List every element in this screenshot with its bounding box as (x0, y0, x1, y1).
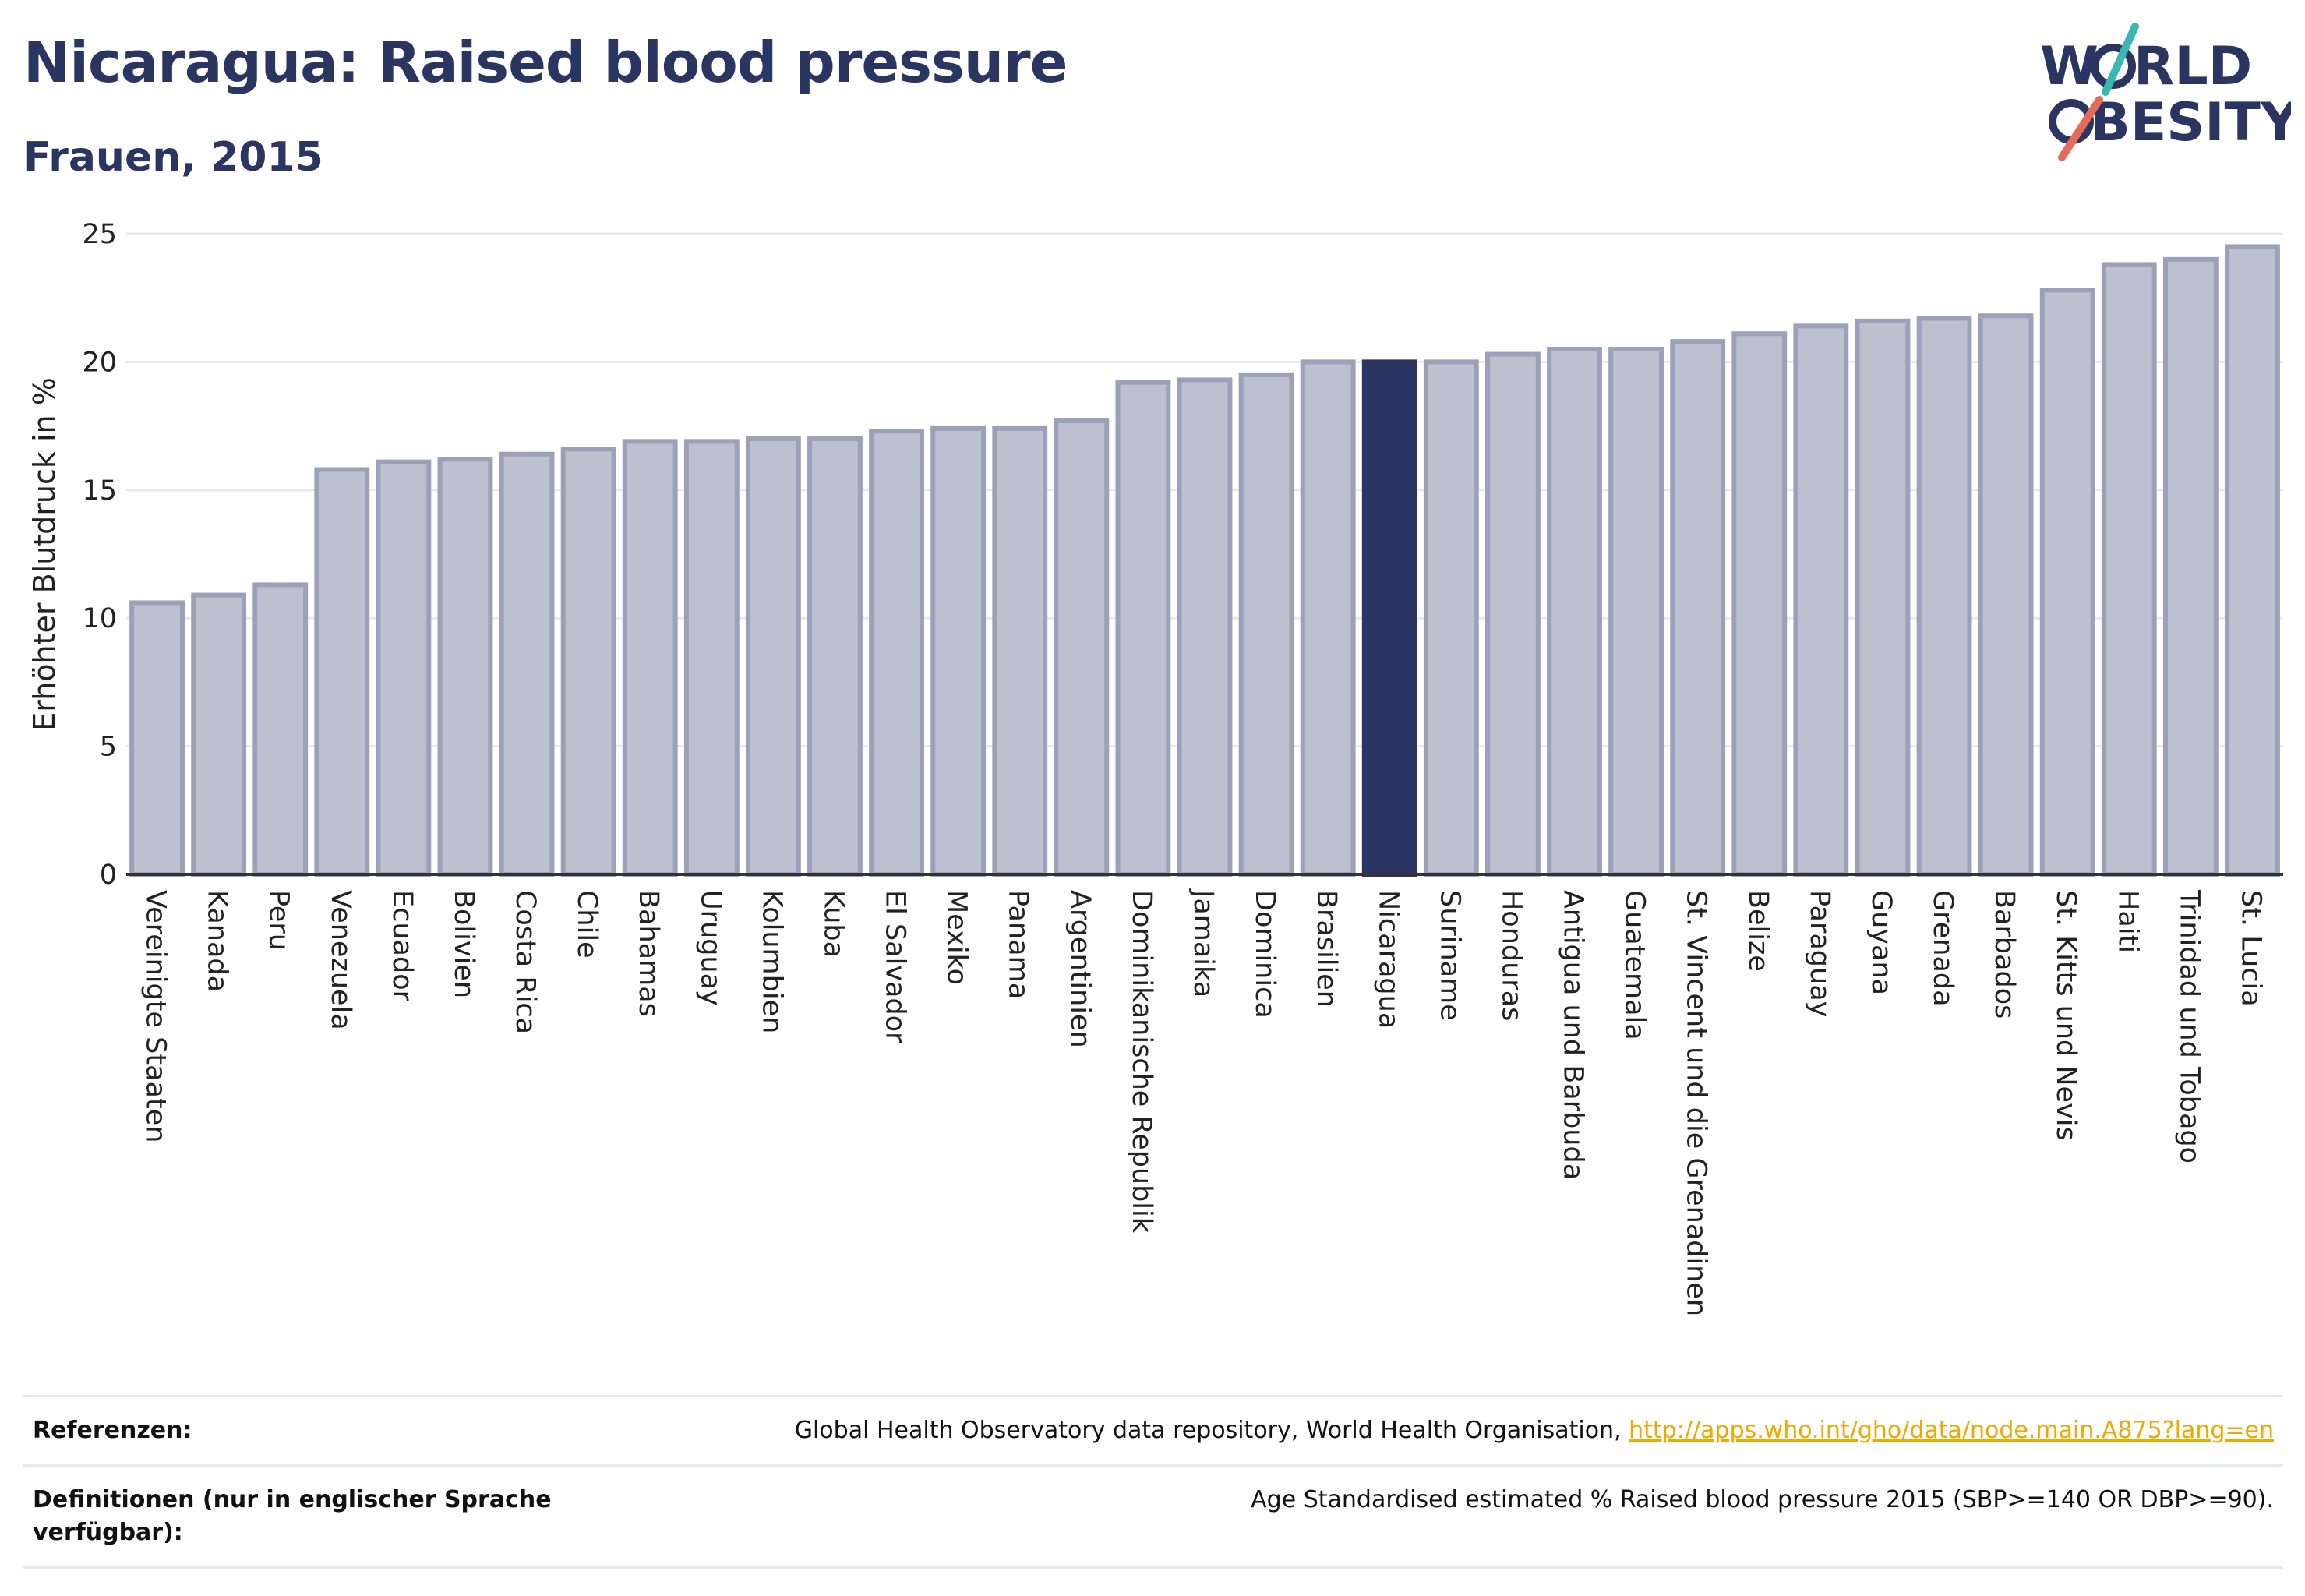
x-category-label: Argentinien (1064, 890, 1096, 1048)
logo-line2: BESITY (2090, 92, 2291, 154)
x-category-label: Kanada (202, 890, 233, 992)
x-category-label: St. Vincent und die Grenadinen (1681, 890, 1712, 1316)
logo-slash-teal (2102, 23, 2139, 96)
x-category-label: Costa Rica (510, 890, 541, 1034)
x-category-label: Kolumbien (756, 890, 787, 1033)
bar (807, 436, 863, 877)
bar (560, 447, 616, 877)
x-category-label: Peru (263, 890, 295, 951)
references-value: Global Health Observatory data repositor… (795, 1414, 2274, 1447)
bar (2039, 288, 2095, 877)
bar (992, 425, 1048, 877)
x-category-label: Barbados (1989, 890, 2020, 1019)
x-category-label: Honduras (1495, 890, 1527, 1021)
y-tick-label: 20 (82, 347, 117, 378)
references-link[interactable]: http://apps.who.int/gho/data/node.main.A… (1629, 1417, 2274, 1444)
bar (2225, 244, 2280, 877)
x-category-label: Uruguay (694, 890, 725, 1006)
x-category-label: Antigua und Barbuda (1558, 890, 1589, 1180)
x-category-label: Chile (571, 890, 602, 959)
x-category-label: Guatemala (1619, 890, 1650, 1040)
bar (1670, 339, 1726, 877)
logo-slash-coral (2058, 96, 2103, 161)
bar (1177, 377, 1233, 877)
bar (930, 425, 987, 877)
chart-title: Nicaragua: Raised blood pressure (23, 30, 1068, 95)
bar (1238, 372, 1294, 877)
x-category-label: Haiti (2112, 890, 2143, 953)
logo-o-1 (2091, 44, 2136, 89)
bar (1608, 346, 1664, 877)
x-category-label: Trinidad und Tobago (2173, 889, 2204, 1163)
references-text: Global Health Observatory data repositor… (794, 1417, 1629, 1444)
bar (499, 451, 555, 877)
bar-highlight (1361, 359, 1417, 877)
logo-line1-w: W (2040, 36, 2099, 97)
y-axis-title: Erhöhter Blutdruck in % (27, 377, 62, 731)
x-category-label: St. Lucia (2235, 890, 2266, 1007)
bar (1115, 380, 1171, 877)
footer-table: Referenzen: Global Health Observatory da… (23, 1395, 2283, 1569)
x-category-label: Vereinigte Staaten (140, 890, 171, 1142)
references-label: Referenzen: (33, 1417, 192, 1444)
bar (1547, 346, 1602, 877)
x-category-label: Bolivien (448, 890, 479, 998)
bars (129, 244, 2280, 877)
bar (622, 439, 678, 877)
y-axis-ticks: 0 5 10 15 20 25 (82, 219, 117, 891)
bar (191, 592, 247, 877)
y-tick-label: 10 (82, 603, 117, 634)
x-category-label: Dominikanische Republik (1126, 890, 1157, 1234)
x-category-label: Jamaika (1188, 888, 1219, 998)
references-row: Referenzen: Global Health Observatory da… (23, 1395, 2283, 1464)
chart-subtitle: Frauen, 2015 (23, 134, 323, 181)
y-tick-label: 15 (82, 475, 117, 507)
bar (745, 436, 801, 877)
bar (1423, 359, 1479, 877)
x-category-label: Brasilien (1311, 890, 1342, 1008)
bar (1485, 351, 1541, 877)
x-category-label: Venezuela (325, 890, 356, 1030)
definitions-row: Definitionen (nur in englischer Sprache … (23, 1464, 2283, 1569)
x-category-label: Belize (1742, 890, 1774, 972)
bar (1793, 323, 1849, 877)
x-axis-labels: Vereinigte Staaten Kanada Peru Venezuela Ecu… (140, 888, 2267, 1316)
x-category-label: Guyana (1866, 890, 1897, 995)
y-tick-label: 5 (100, 732, 117, 763)
x-category-label: St. Kitts und Nevis (2050, 890, 2081, 1141)
x-category-label: Bahamas (633, 890, 664, 1017)
bar (683, 439, 740, 877)
x-category-label: Suriname (1434, 890, 1465, 1021)
bar (2101, 262, 2157, 877)
x-category-label: Ecuador (387, 890, 418, 1002)
bar (437, 457, 493, 877)
x-category-label: Grenada (1927, 890, 1958, 1007)
x-category-label: Kuba (817, 890, 849, 958)
x-category-label: Nicaragua (1372, 890, 1403, 1029)
x-category-label: Panama (1003, 890, 1034, 999)
logo-line1-rld: RLD (2134, 36, 2252, 97)
bar (252, 582, 309, 877)
world-obesity-logo: W RLD BESITY (2040, 23, 2291, 161)
bar (1054, 418, 1110, 877)
x-category-label: Dominica (1249, 890, 1280, 1019)
bar (376, 459, 432, 877)
y-tick-label: 25 (82, 219, 117, 250)
bar (1855, 318, 1911, 877)
bar (314, 467, 370, 877)
bar (1978, 313, 2034, 877)
bar (869, 429, 924, 877)
bar (1731, 331, 1788, 877)
bar (129, 600, 185, 877)
x-category-label: El Salvador (880, 890, 911, 1043)
x-category-label: Mexiko (941, 890, 972, 985)
definitions-value: Age Standardised estimated % Raised bloo… (1251, 1486, 2274, 1513)
x-category-label: Paraguay (1804, 890, 1835, 1017)
bar (1300, 359, 1356, 877)
bar (1916, 316, 1972, 877)
bar (2162, 256, 2219, 877)
definitions-label: Definitionen (nur in englischer Sprache … (33, 1486, 552, 1546)
y-tick-label: 0 (100, 860, 117, 891)
